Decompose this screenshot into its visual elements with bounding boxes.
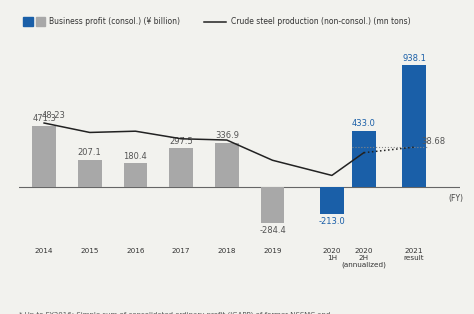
Bar [352,131,376,187]
Bar [402,65,426,187]
Bar [169,148,193,187]
Text: -213.0: -213.0 [319,217,345,226]
Text: 336.9: 336.9 [215,131,239,140]
Bar [215,143,239,187]
Text: -284.4: -284.4 [259,226,286,235]
Bar [320,187,344,214]
Bar [36,17,46,26]
Text: Crude steel production (non-consol.) (mn tons): Crude steel production (non-consol.) (mn… [230,17,410,26]
Text: (FY): (FY) [448,194,464,203]
Text: * Up to FY2016: Simple sum of consolidated ordinary profit (JGAPP) of former NSS: * Up to FY2016: Simple sum of consolidat… [19,311,330,314]
Text: 48.23: 48.23 [42,111,66,120]
Bar [124,163,147,187]
Text: 38.68: 38.68 [421,137,445,146]
Bar [261,187,284,224]
Bar [32,126,56,187]
Text: 207.1: 207.1 [78,148,101,157]
Bar [23,17,33,26]
Text: 433.0: 433.0 [352,119,376,128]
Text: 180.4: 180.4 [124,152,147,161]
Text: 471.3: 471.3 [32,114,56,123]
Text: 297.5: 297.5 [169,137,193,145]
Text: 938.1: 938.1 [402,53,426,62]
Bar [78,160,101,187]
Text: Business profit (consol.) (¥ billion): Business profit (consol.) (¥ billion) [49,17,180,26]
